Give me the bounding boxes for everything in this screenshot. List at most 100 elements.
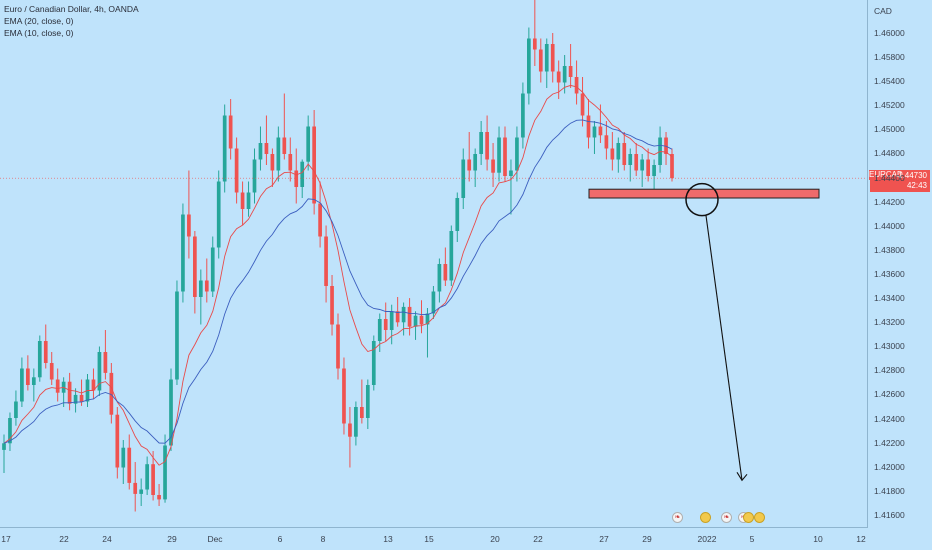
candle-body <box>413 315 418 327</box>
candle-body <box>8 418 12 444</box>
candle-body <box>461 159 466 198</box>
candle-body <box>91 379 96 391</box>
candle-body <box>67 381 72 404</box>
candle-body <box>479 132 483 154</box>
candle-body <box>234 148 239 193</box>
candle-body <box>151 464 155 495</box>
current-symbol: EURCAD <box>869 170 903 181</box>
time-tick-label: 22 <box>533 534 543 544</box>
legend-ema20: EMA (20, close, 0) <box>4 16 74 26</box>
candle-body <box>431 291 436 314</box>
candle-body <box>270 154 275 171</box>
price-tick-label: 1.41600 <box>874 509 905 520</box>
candle-body <box>365 385 370 418</box>
candle-body <box>330 286 334 325</box>
price-tick-label: 1.45000 <box>874 124 905 135</box>
candle-body <box>246 192 251 209</box>
ema20-line <box>3 119 673 444</box>
candle-body <box>503 137 507 176</box>
candle-body <box>348 423 352 437</box>
time-tick-label: 12 <box>856 534 866 544</box>
support-zone <box>588 188 820 199</box>
event-flag-ca-icon[interactable]: ❧ <box>672 512 683 523</box>
candle-body <box>395 311 400 323</box>
candle-body <box>169 379 173 446</box>
candle-body <box>115 414 120 468</box>
candle-body <box>562 66 567 83</box>
candlestick-plot[interactable] <box>0 0 868 528</box>
candle-body <box>574 77 579 94</box>
ema10-line <box>3 84 673 466</box>
price-tick-label: 1.44800 <box>874 148 905 159</box>
candle-body <box>240 192 245 209</box>
candle-body <box>360 407 364 418</box>
price-axis[interactable]: CAD 1.44730 42:43 EURCAD 1.46000 1.45800 1… <box>867 0 932 528</box>
candle-body <box>31 377 36 385</box>
candle-body <box>401 306 406 323</box>
candle-body <box>204 280 209 292</box>
candle-body <box>26 368 30 385</box>
price-tick-label: 1.43800 <box>874 244 905 255</box>
event-gold-icon[interactable] <box>700 512 711 523</box>
candle-body <box>97 352 102 391</box>
candle-body <box>556 71 561 83</box>
price-tick-label: 1.44000 <box>874 220 905 231</box>
candle-body <box>121 447 126 468</box>
candle-body <box>532 38 537 50</box>
candle-body <box>473 154 478 171</box>
candle-body <box>515 137 519 171</box>
countdown-timer: 42:43 <box>906 181 927 191</box>
price-tick-label: 1.42200 <box>874 437 905 448</box>
candle-body <box>73 394 78 404</box>
candle-body <box>157 495 161 500</box>
projection-arrow-line <box>705 215 743 481</box>
candle-body <box>2 443 6 450</box>
candle-body <box>306 126 311 162</box>
candle-body <box>324 236 328 286</box>
time-tick-label: 17 <box>1 534 11 544</box>
candle-body <box>634 154 639 171</box>
price-tick-label: 1.42000 <box>874 461 905 472</box>
candle-body <box>14 401 18 418</box>
time-axis[interactable]: 17 22 24 29 Dec 6 8 13 15 20 22 27 29 2022 5 10 12 <box>0 527 868 550</box>
candle-body <box>49 363 54 380</box>
candle-body <box>491 159 495 173</box>
candle-body <box>312 126 316 204</box>
candle-body <box>43 341 48 363</box>
candle-body <box>258 143 263 160</box>
projection-arrow-head-icon <box>736 472 748 482</box>
price-tick-label: 1.42400 <box>874 413 905 424</box>
candle-body <box>20 368 24 402</box>
candle-body <box>371 341 376 385</box>
candle-body <box>79 394 84 402</box>
event-gold-icon[interactable] <box>743 512 754 523</box>
candle-body <box>282 137 287 154</box>
price-axis-currency: CAD <box>874 6 892 16</box>
event-gold-icon[interactable] <box>754 512 765 523</box>
price-tick-label: 1.42800 <box>874 365 905 376</box>
circle-marker-icon <box>685 182 719 217</box>
candle-body <box>455 198 460 231</box>
candle-body <box>604 135 609 149</box>
candle-body <box>354 407 358 437</box>
candle-body <box>616 143 621 160</box>
event-flag-ca-icon[interactable]: ❧ <box>721 512 732 523</box>
price-tick-label: 1.41800 <box>874 485 905 496</box>
candle-body <box>628 154 633 165</box>
candle-body <box>485 132 489 160</box>
candle-body <box>449 231 454 281</box>
candle-body <box>598 126 603 136</box>
candle-body <box>198 280 203 297</box>
candle-body <box>187 214 191 237</box>
candle-body <box>342 368 346 424</box>
candle-body <box>497 137 501 173</box>
price-tick-label: 1.42600 <box>874 389 905 400</box>
price-tick-label: 1.45800 <box>874 52 905 63</box>
candle-body <box>568 66 573 77</box>
candle-body <box>509 170 513 176</box>
candle-body <box>276 137 281 171</box>
chart-legend: Euro / Canadian Dollar, 4h, OANDA EMA (2… <box>4 3 139 39</box>
time-tick-label: 15 <box>424 534 434 544</box>
candle-body <box>419 315 424 325</box>
